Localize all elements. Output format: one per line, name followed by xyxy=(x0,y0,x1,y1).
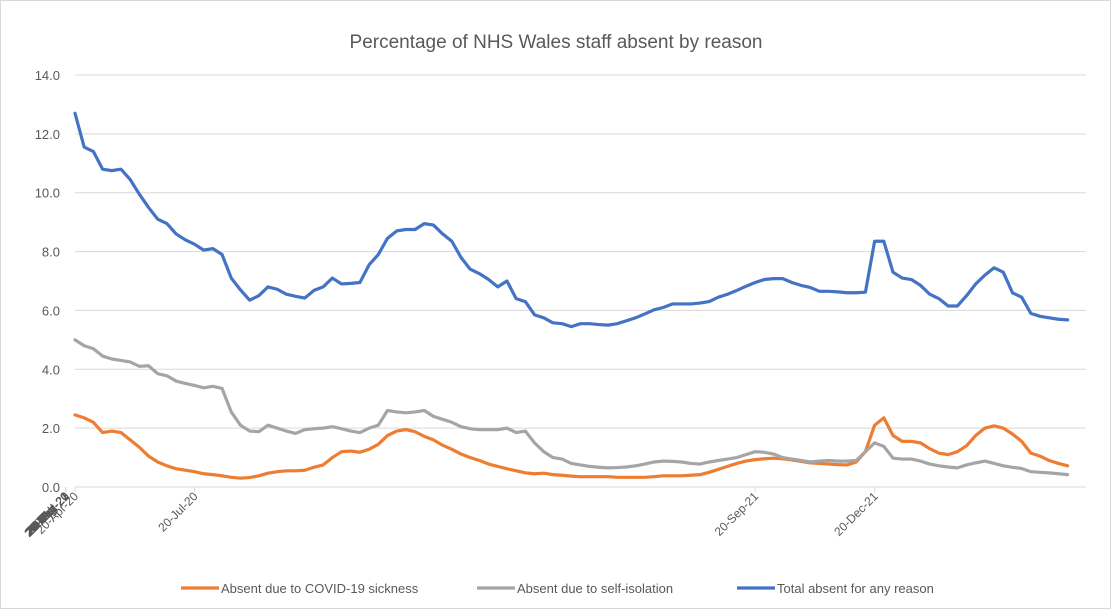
legend-label: Absent due to COVID-19 sickness xyxy=(221,581,419,596)
gridlines xyxy=(75,75,1086,487)
plot-area xyxy=(75,113,1068,478)
series-line xyxy=(75,340,1068,475)
y-tick-label: 8.0 xyxy=(42,245,60,260)
y-tick-label: 14.0 xyxy=(35,68,60,83)
series-line xyxy=(75,415,1068,478)
legend-label: Absent due to self-isolation xyxy=(517,581,673,596)
legend-label: Total absent for any reason xyxy=(777,581,934,596)
y-tick-label: 6.0 xyxy=(42,303,60,318)
series-1 xyxy=(75,340,1068,475)
chart-title: Percentage of NHS Wales staff absent by … xyxy=(350,32,763,53)
y-tick-label: 2.0 xyxy=(42,421,60,436)
legend: Absent due to COVID-19 sickness Absent du… xyxy=(181,581,934,596)
y-tick-label: 12.0 xyxy=(35,127,60,142)
x-tick-label: 20-Jul-20 xyxy=(155,489,201,535)
y-tick-label: 4.0 xyxy=(42,362,60,377)
series-line xyxy=(75,113,1068,326)
y-tick-label: 10.0 xyxy=(35,186,60,201)
series-2 xyxy=(75,113,1068,327)
y-axis: 0.02.04.06.08.010.012.014.0 xyxy=(35,68,60,495)
x-tick-label: 20-Sep-21 xyxy=(712,489,762,539)
x-tick-label: 20-Dec-21 xyxy=(831,489,881,539)
series-0 xyxy=(75,415,1068,478)
